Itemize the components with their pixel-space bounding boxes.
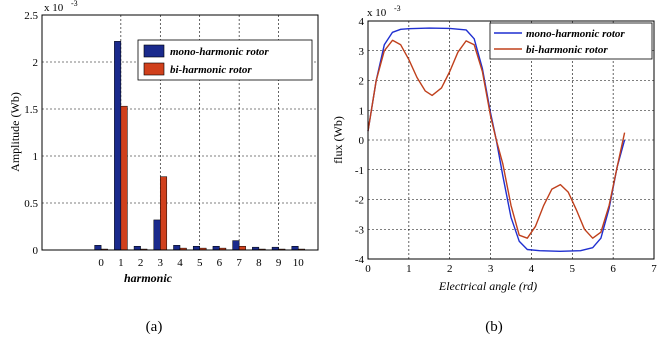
bar-bi-harmonic-3 bbox=[160, 176, 168, 251]
panel-a-y-tick: 0 bbox=[33, 245, 39, 257]
panel-b-y-tick: 2 bbox=[359, 76, 365, 88]
panel-b-lines bbox=[367, 27, 626, 253]
line-bi-harmonic-rotor bbox=[367, 39, 626, 239]
panel-a-x-tick: 8 bbox=[256, 257, 262, 269]
panel-b-caption: (b) bbox=[485, 319, 503, 335]
panel-b-x-axis-label: Electrical angle (rd) bbox=[438, 279, 537, 293]
panel-b-x-tick: 5 bbox=[570, 263, 576, 275]
legend-label-bi: bi-harmonic rotor bbox=[170, 64, 252, 76]
bar-mono-harmonic-7 bbox=[232, 240, 240, 251]
panel-b-x-tick: 6 bbox=[610, 263, 616, 275]
panel-b-x-tick: 2 bbox=[447, 263, 453, 275]
bar-bi-harmonic-7 bbox=[238, 245, 246, 251]
panel-a-x-tick: 2 bbox=[138, 257, 144, 269]
bar-mono-harmonic-3 bbox=[153, 219, 161, 251]
bar-mono-harmonic-2 bbox=[133, 245, 141, 251]
panel-b-legend-box bbox=[489, 22, 653, 60]
panel-b-y-tick-labels: -4 -3 -2 -1 0 1 2 3 4 bbox=[355, 16, 365, 266]
panel-a-x-tick: 3 bbox=[158, 257, 164, 269]
panel-a-x-axis-label: harmonic bbox=[124, 271, 173, 285]
panel-a-scale-label: x 10 bbox=[44, 2, 64, 14]
bar-bi-harmonic-1 bbox=[120, 105, 128, 251]
panel-b-line-chart: -4 -3 -2 -1 0 1 2 3 4 0 1 2 3 4 5 6 7 x 10 -3 flux (Wb)… bbox=[331, 4, 657, 335]
panel-a-y-tick: 1 bbox=[33, 151, 39, 163]
legend-label-mono: mono-harmonic rotor bbox=[170, 46, 269, 58]
panel-b-y-tick: -3 bbox=[355, 224, 365, 236]
panel-b-y-tick: 4 bbox=[359, 16, 365, 28]
panel-b-y-axis-label: flux (Wb) bbox=[331, 116, 345, 164]
panel-a-x-tick: 9 bbox=[276, 257, 282, 269]
panel-a-x-tick: 10 bbox=[293, 257, 305, 269]
bar-mono-harmonic-5 bbox=[192, 245, 200, 251]
panel-a-y-tick: 1.5 bbox=[24, 104, 38, 116]
panel-a-plot-frame bbox=[41, 14, 319, 251]
panel-b-legend: mono-harmonic rotor bi-harmonic rotor bbox=[489, 22, 653, 60]
legend-swatch-mono bbox=[143, 44, 165, 58]
panel-b-x-tick: 4 bbox=[529, 263, 535, 275]
bar-mono-harmonic-1 bbox=[114, 41, 122, 251]
panel-a-x-tick: 6 bbox=[217, 257, 223, 269]
bar-mono-harmonic-4 bbox=[173, 245, 181, 251]
legend-label-mono-b: mono-harmonic rotor bbox=[526, 28, 625, 40]
panel-a-y-tick: 2 bbox=[33, 57, 39, 69]
panel-b-x-tick: 7 bbox=[651, 263, 657, 275]
panel-b-y-tick: -2 bbox=[355, 195, 364, 207]
panel-b-x-tick: 3 bbox=[488, 263, 494, 275]
panel-b-x-tick: 1 bbox=[406, 263, 412, 275]
bar-mono-harmonic-6 bbox=[212, 245, 220, 251]
panel-b-y-tick: 3 bbox=[359, 46, 365, 58]
panel-b-y-tick: -1 bbox=[355, 165, 364, 177]
panel-a-legend-box bbox=[137, 39, 313, 81]
panel-b-plot-frame bbox=[367, 20, 655, 260]
panel-a-bar-chart: 0 0.5 1 1.5 2 2.5 0 1 2 3 4 5 6 7 8 9 10 x 10 -3 Amplit… bbox=[8, 0, 319, 335]
panel-a-y-tick-labels: 0 0.5 1 1.5 2 2.5 bbox=[24, 10, 38, 257]
panel-a-caption: (a) bbox=[146, 319, 163, 335]
bar-mono-harmonic-0 bbox=[94, 245, 102, 251]
panel-a-y-tick: 0.5 bbox=[24, 198, 38, 210]
legend-label-bi-b: bi-harmonic rotor bbox=[526, 44, 608, 56]
panel-a-x-tick: 1 bbox=[118, 257, 124, 269]
panel-a-x-tick-labels: 0 1 2 3 4 5 6 7 8 9 10 bbox=[98, 257, 304, 269]
panel-a-x-tick: 7 bbox=[236, 257, 242, 269]
legend-swatch-bi bbox=[143, 62, 165, 76]
panel-b-y-tick: -4 bbox=[355, 254, 365, 266]
panel-b-y-tick: 1 bbox=[359, 105, 365, 117]
panel-a-y-tick: 2.5 bbox=[24, 10, 38, 22]
panel-a-scale-exponent: -3 bbox=[71, 0, 78, 8]
panel-b-scale-label: x 10 bbox=[367, 7, 387, 19]
panel-b-y-tick: 0 bbox=[359, 135, 365, 147]
panel-a-legend: mono-harmonic rotor bi-harmonic rotor bbox=[137, 39, 313, 81]
bar-mono-harmonic-10 bbox=[291, 245, 299, 251]
panel-a-x-tick: 4 bbox=[177, 257, 183, 269]
panel-b-x-tick: 0 bbox=[365, 263, 371, 275]
panel-a-y-axis-label: Amplitude (Wb) bbox=[8, 92, 22, 172]
panel-a-x-tick: 0 bbox=[98, 257, 104, 269]
panel-b-x-tick-labels: 0 1 2 3 4 5 6 7 bbox=[365, 263, 657, 275]
panel-a-x-tick: 5 bbox=[197, 257, 203, 269]
panel-b-scale-exponent: -3 bbox=[394, 4, 401, 13]
